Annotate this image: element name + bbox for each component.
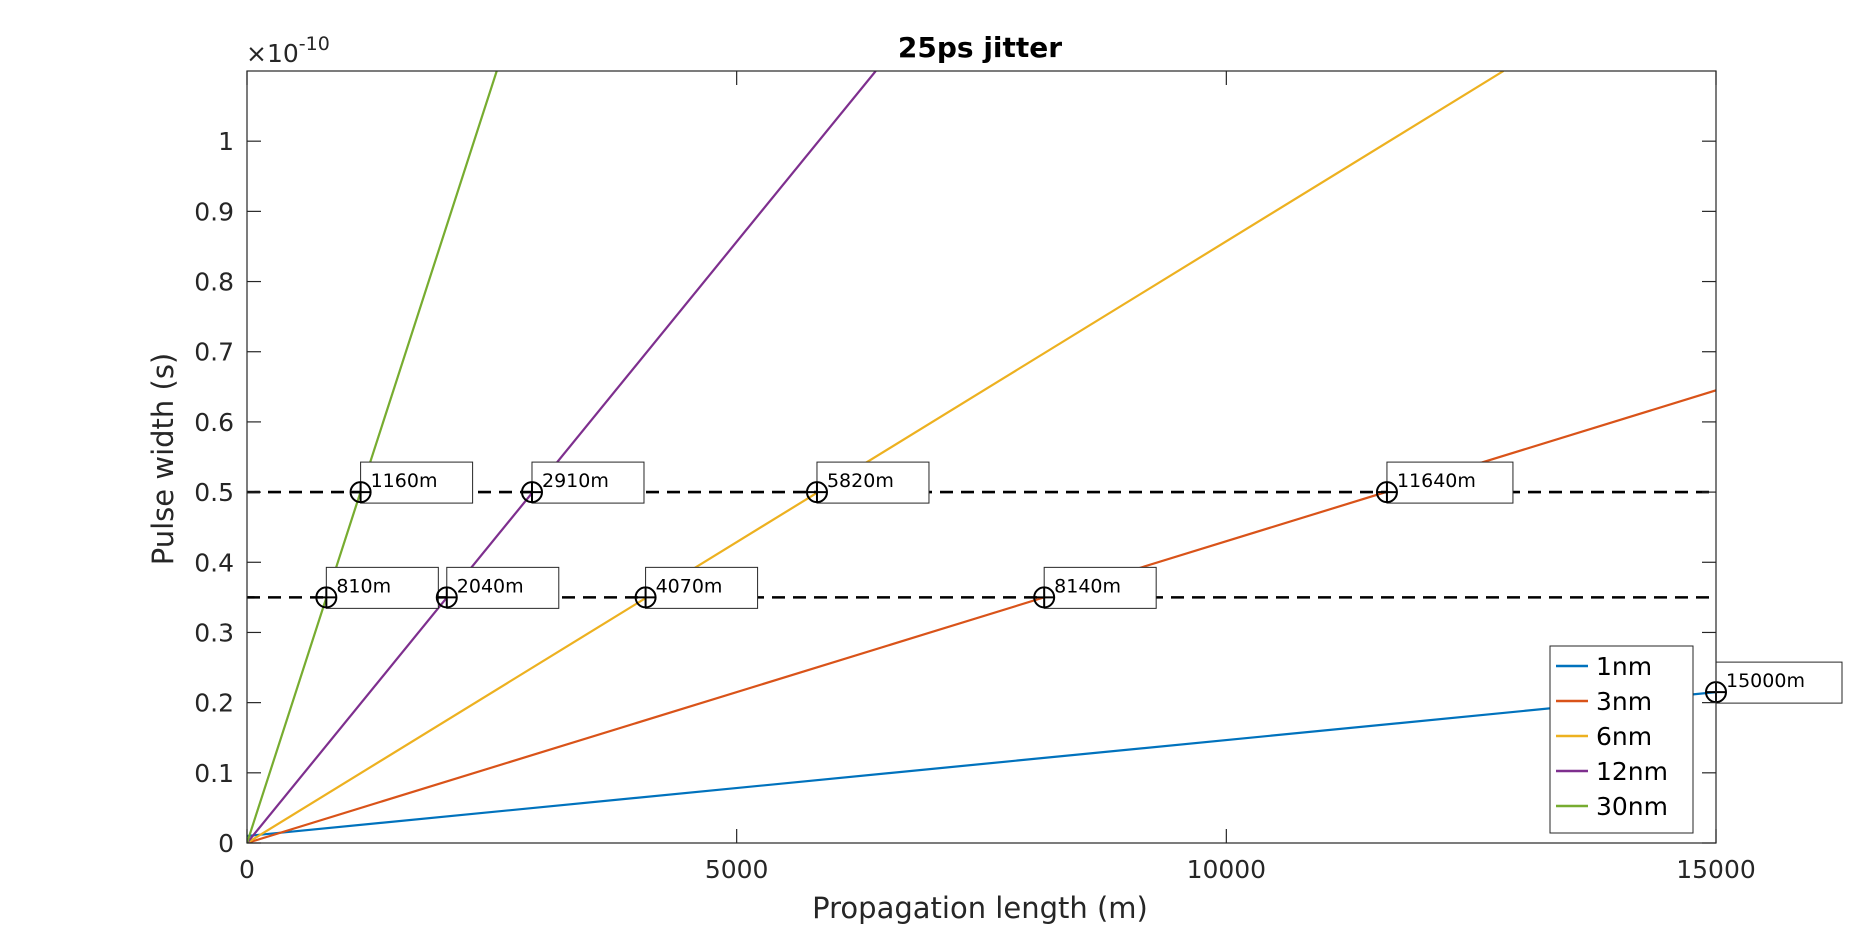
annotation-box [360, 461, 474, 504]
annotation-box [816, 461, 930, 504]
y-tick-label: 0.5 [194, 478, 234, 507]
y-exponent-base: ×10 [246, 39, 299, 68]
annotation-box [1043, 566, 1157, 609]
annotation-3: 11640m [1375, 461, 1514, 504]
x-tick-label: 0 [239, 855, 255, 884]
axes-box [246, 70, 1717, 844]
y-tick-label: 0.3 [194, 618, 234, 647]
legend-label-3nm: 3nm [1596, 687, 1652, 716]
legend-label-12nm: 12nm [1596, 757, 1668, 786]
plot-area [247, 71, 1716, 843]
y-tick-label: 0.6 [194, 408, 234, 437]
annotation-label: 5820m [827, 470, 894, 492]
y-tick-label: 0 [218, 829, 234, 858]
y-tick-label: 0.1 [194, 759, 234, 788]
annotation-1: 2910m [520, 461, 645, 504]
chart-title: 25ps jitter [898, 31, 1062, 64]
y-axis-exponent: ×10-10 [246, 33, 330, 68]
series-line-12nm [247, 71, 877, 843]
y-tick-label: 0.7 [194, 338, 234, 367]
annotation-8: 15000m [1705, 661, 1843, 704]
legend-label-1nm: 1nm [1596, 652, 1652, 681]
y-axis-label: Pulse width (s) [146, 353, 180, 565]
annotation-label: 2040m [457, 575, 524, 597]
annotation-box [645, 566, 759, 609]
series-line-30nm [247, 71, 498, 843]
annotation-0: 1160m [349, 461, 474, 504]
annotation-label: 15000m [1726, 670, 1805, 692]
annotation-4: 810m [315, 566, 439, 609]
annotation-box [446, 566, 560, 609]
annotation-label: 1160m [371, 470, 438, 492]
y-tick-label: 0.9 [194, 197, 234, 226]
legend: 1nm 3nm 6nm 12nm 30nm [1549, 645, 1694, 834]
annotation-label: 4070m [656, 575, 723, 597]
y-tick-label: 1 [218, 127, 234, 156]
x-tick-label: 5000 [705, 855, 769, 884]
annotation-label: 2910m [542, 470, 609, 492]
x-tick-label: 15000 [1676, 855, 1756, 884]
y-tick-label: 0.2 [194, 689, 234, 718]
legend-label-30nm: 30nm [1596, 792, 1668, 821]
series-line-6nm [247, 71, 1505, 843]
legend-label-6nm: 6nm [1596, 722, 1652, 751]
annotation-7: 8140m [1033, 566, 1157, 609]
x-axis-label: Propagation length (m) [812, 891, 1148, 925]
series-line-1nm [247, 691, 1716, 838]
y-exponent-power: -10 [299, 33, 330, 55]
annotation-label: 810m [336, 575, 391, 597]
legend-box [1549, 645, 1694, 834]
x-tick-label: 10000 [1187, 855, 1267, 884]
annotation-6: 4070m [634, 566, 759, 609]
annotation-label: 11640m [1397, 470, 1476, 492]
annotation-2: 5820m [805, 461, 930, 504]
annotation-5: 2040m [435, 566, 560, 609]
annotation-box [325, 566, 439, 609]
y-tick-label: 0.4 [194, 548, 234, 577]
y-tick-label: 0.8 [194, 268, 234, 297]
annotation-label: 8140m [1054, 575, 1121, 597]
annotation-box [1386, 461, 1514, 504]
